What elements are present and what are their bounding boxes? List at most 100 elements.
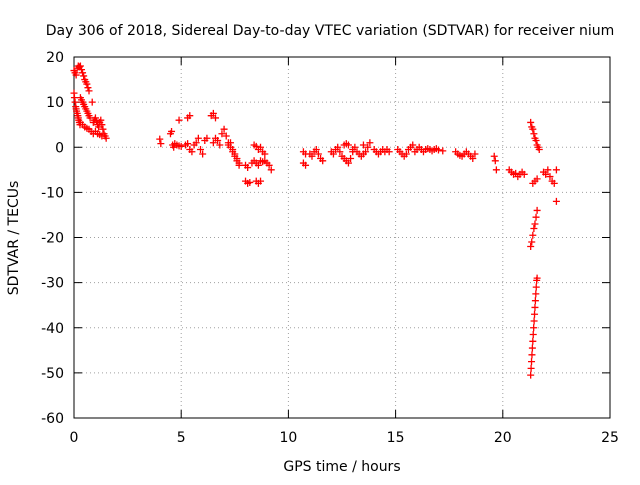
data-point: [78, 66, 86, 74]
y-tick-label: 20: [46, 50, 64, 66]
data-point: [175, 116, 183, 124]
data-point: [246, 178, 254, 186]
data-point: [532, 283, 540, 291]
data-point: [192, 139, 200, 147]
data-point: [257, 177, 265, 185]
data-point: [84, 84, 92, 92]
data-point: [409, 141, 417, 149]
data-point: [527, 243, 535, 251]
y-tick-label: -50: [41, 366, 64, 382]
chart-title: Day 306 of 2018, Sidereal Day-to-day VTE…: [46, 23, 615, 39]
data-point: [261, 150, 269, 158]
x-tick-label: 15: [387, 430, 405, 446]
data-point: [319, 157, 327, 165]
data-point: [72, 71, 80, 79]
data-point: [98, 132, 106, 140]
data-point: [351, 143, 359, 151]
data-point: [362, 148, 370, 156]
data-point: [222, 132, 230, 140]
data-point: [535, 146, 543, 154]
data-point: [257, 143, 265, 151]
data-point: [336, 148, 344, 156]
data-point: [529, 331, 537, 339]
x-tick-label: 0: [70, 430, 79, 446]
data-point: [227, 139, 235, 147]
data-point: [186, 112, 194, 120]
data-point: [209, 109, 217, 117]
x-tick-label: 5: [177, 430, 186, 446]
data-point: [220, 125, 228, 133]
data-point: [184, 140, 192, 148]
data-point: [344, 159, 352, 167]
data-point: [93, 117, 101, 125]
data-point: [550, 179, 558, 187]
data-point: [83, 80, 91, 88]
data-point: [88, 98, 96, 106]
data-point: [91, 114, 99, 122]
data-point: [334, 143, 342, 151]
data-point: [218, 130, 226, 138]
data-point: [244, 164, 252, 172]
data-point: [102, 134, 110, 142]
data-point: [529, 231, 537, 239]
axis-ticks: 0 5 10 15 20 25 20 10 0 -10 -20 -30 -40 -50 -60: [41, 50, 619, 446]
data-point: [533, 274, 541, 282]
data-point: [469, 155, 477, 163]
data-point: [439, 147, 447, 155]
data-point: [98, 121, 106, 129]
data-point: [527, 371, 535, 379]
data-point: [168, 127, 176, 135]
data-point: [97, 116, 105, 124]
data-point: [80, 72, 88, 80]
data-point: [491, 157, 499, 165]
data-point: [359, 141, 367, 149]
data-point: [312, 146, 320, 154]
data-point: [194, 134, 202, 142]
data-point: [85, 87, 93, 95]
data-point: [532, 136, 540, 144]
data-point: [231, 150, 239, 158]
data-point: [233, 155, 241, 163]
data-point: [552, 166, 560, 174]
data-point: [314, 150, 322, 158]
data-point: [99, 125, 107, 133]
x-tick-label: 20: [494, 430, 512, 446]
y-tick-label: 0: [55, 140, 64, 156]
data-point: [528, 344, 536, 352]
data-point: [529, 337, 537, 345]
data-point: [530, 324, 538, 332]
data-point: [76, 62, 84, 70]
data-point: [209, 139, 217, 147]
data-point: [527, 118, 535, 126]
data-point: [531, 220, 539, 228]
data-point: [490, 152, 498, 160]
y-tick-label: -10: [41, 185, 64, 201]
data-point: [308, 152, 316, 160]
data-point: [531, 310, 539, 318]
y-tick-label: 10: [46, 95, 64, 111]
data-point: [530, 130, 538, 138]
data-point: [214, 136, 222, 144]
data-point: [196, 146, 204, 154]
data-point: [530, 317, 538, 325]
data-point: [177, 142, 185, 150]
data-point: [434, 146, 442, 154]
data-point: [531, 303, 539, 311]
data-point: [329, 150, 337, 158]
data-point: [344, 141, 352, 149]
data-point: [203, 134, 211, 142]
data-point: [302, 161, 310, 169]
data-point: [531, 297, 539, 305]
y-tick-label: -20: [41, 231, 64, 247]
data-point: [533, 206, 541, 214]
data-point: [364, 143, 372, 151]
data-point: [385, 148, 393, 156]
data-point: [471, 150, 479, 158]
data-point: [229, 146, 237, 154]
data-point: [265, 161, 273, 169]
data-point: [235, 159, 243, 167]
data-point: [533, 175, 541, 183]
data-point: [157, 140, 165, 148]
